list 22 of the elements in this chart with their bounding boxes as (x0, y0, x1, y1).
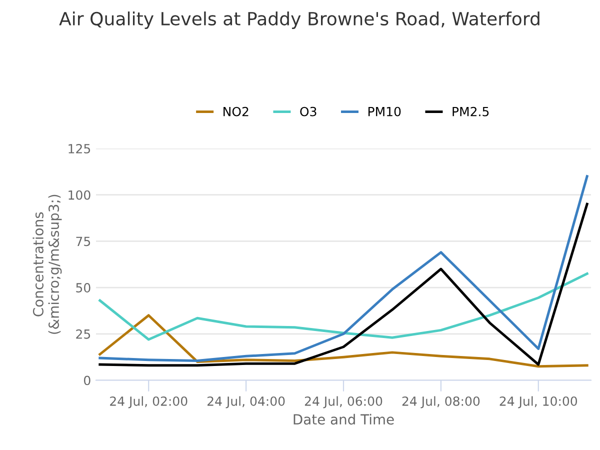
y-tick-label: 0 (84, 376, 90, 386)
legend-label: PM10 (368, 106, 401, 116)
y-tick-label: 25 (76, 329, 90, 339)
y-tick-label: 100 (68, 190, 90, 200)
x-tick-label: 24 Jul, 02:00 (110, 396, 188, 408)
legend-label: PM2.5 (452, 106, 489, 116)
y-tick-label: 125 (68, 144, 90, 154)
line-series (98, 272, 588, 341)
legend-label: NO2 (224, 106, 248, 116)
x-tick-label: 24 Jul, 08:00 (402, 396, 480, 408)
y-tick-label: 75 (76, 236, 90, 246)
legend-label: O3 (300, 106, 316, 116)
line-series (98, 175, 588, 362)
x-tick-label: 24 Jul, 04:00 (208, 396, 285, 408)
x-axis-title: Date and Time (294, 414, 394, 425)
y-axis-title: Concentrations (&micro;g/m&sup3;) (32, 194, 62, 334)
line-series (98, 314, 588, 368)
chart-title: Air Quality Levels at Paddy Browne's Road, Waterford (59, 12, 540, 29)
x-tick-label: 24 Jul, 10:00 (500, 396, 578, 408)
x-tick-label: 24 Jul, 06:00 (304, 396, 382, 408)
line-series (98, 202, 588, 367)
y-tick-label: 50 (76, 283, 90, 292)
